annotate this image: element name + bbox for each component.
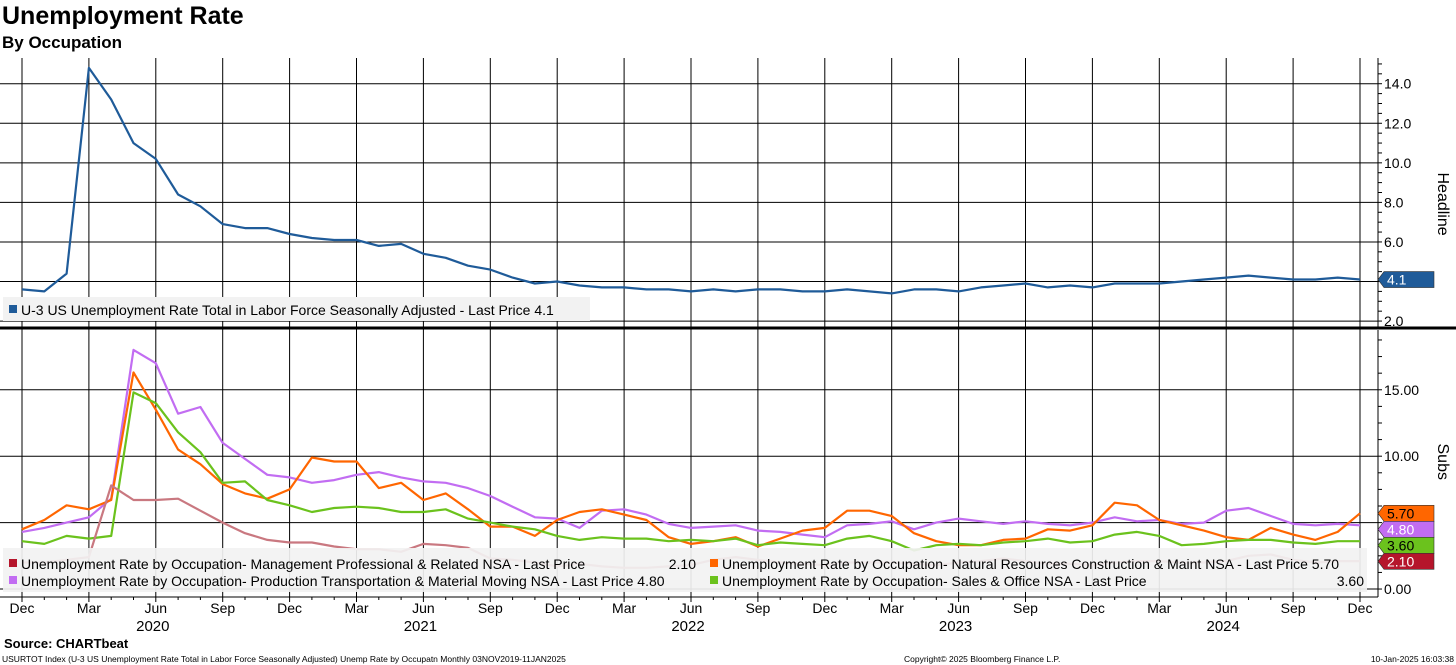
y-axis-title: Subs: [1434, 444, 1451, 480]
flag-shape: [1377, 521, 1435, 538]
x-tick-label: Sep: [745, 600, 770, 616]
flag-shape: [1377, 271, 1435, 288]
x-tick-label: Dec: [812, 600, 837, 616]
series-line-natres: [21, 371, 1361, 548]
x-tick-label: Dec: [277, 600, 302, 616]
footer-index-text: USURTOT Index (U-3 US Unemployment Rate …: [2, 654, 566, 664]
legend-label: Unemployment Rate by Occupation- Managem…: [21, 556, 585, 572]
legend-swatch: [710, 559, 718, 567]
flag-shape: [1377, 537, 1435, 554]
y-tick-label: 10.0: [1384, 155, 1411, 171]
y-tick-label: 6.0: [1384, 234, 1404, 250]
last-price-flag-production: 4.80: [1377, 521, 1435, 538]
x-tick-label: Dec: [545, 600, 570, 616]
flag-shape: [1377, 505, 1435, 522]
last-price-flag-mgmt: 2.10: [1377, 553, 1435, 570]
x-tick-label: Jun: [680, 600, 703, 616]
x-tick-label: Sep: [210, 600, 235, 616]
y-tick-label: 12.0: [1384, 115, 1411, 131]
legend-bg: [3, 297, 590, 321]
x-year-label: 2021: [404, 618, 437, 635]
panel-subs: 0.0010.0015.00Subs5.704.803.602.10Unempl…: [0, 330, 1451, 597]
series-line-headline: [21, 66, 1361, 295]
x-tick-label: Mar: [77, 600, 101, 616]
x-tick-label: Mar: [1147, 600, 1171, 616]
last-price-flag-natres: 5.70: [1377, 505, 1435, 522]
legend-value: 3.60: [1337, 573, 1364, 589]
legend-swatch: [710, 576, 718, 584]
chart-subtitle: By Occupation: [2, 33, 122, 52]
y-tick-label: 14.0: [1384, 76, 1411, 92]
y-tick-label: 15.00: [1384, 382, 1419, 398]
x-year-label: 2020: [136, 618, 169, 635]
x-tick-label: Mar: [612, 600, 636, 616]
x-tick-label: Dec: [1080, 600, 1105, 616]
x-tick-label: Dec: [10, 600, 35, 616]
chart-title: Unemployment Rate: [2, 2, 244, 30]
legend-value: 2.10: [669, 556, 696, 572]
legend-swatch: [9, 305, 17, 313]
flag-value: 4.1: [1387, 272, 1407, 288]
legend-subs: Unemployment Rate by Occupation- Managem…: [3, 548, 1367, 592]
y-tick-label: 8.0: [1384, 194, 1404, 210]
y-tick-label: 10.00: [1384, 448, 1419, 464]
footer-copyright: Copyright© 2025 Bloomberg Finance L.P.: [904, 654, 1061, 664]
legend-label: U-3 US Unemployment Rate Total in Labor …: [21, 302, 554, 318]
y-tick-label: 0.00: [1384, 581, 1411, 597]
flag-value: 5.70: [1387, 505, 1414, 521]
legend-bg: [3, 548, 1367, 592]
legend-headline: U-3 US Unemployment Rate Total in Labor …: [3, 297, 590, 321]
series-line-production: [21, 348, 1361, 539]
x-tick-label: Jun: [145, 600, 168, 616]
legend-swatch: [9, 576, 17, 584]
panel-headline: 2.0 6.0 8.0 10.0 12.0 14.0 Headline 4.1 U-3 US U…: [0, 58, 1451, 329]
legend-label: Unemployment Rate by Occupation- Sales &…: [722, 573, 1147, 589]
flag-value: 2.10: [1387, 553, 1414, 569]
x-year-label: 2023: [939, 618, 972, 635]
x-tick-label: Jun: [1215, 600, 1238, 616]
flag-shape: [1377, 553, 1435, 570]
legend-label: Unemployment Rate by Occupation- Natural…: [722, 556, 1339, 572]
last-price-flag-headline: 4.1: [1377, 271, 1435, 288]
x-tick-label: Sep: [1013, 600, 1038, 616]
footer-timestamp: 10-Jan-2025 16:03:38: [1370, 654, 1454, 664]
last-price-flag-sales: 3.60: [1377, 537, 1435, 554]
series-line-sales: [21, 391, 1360, 552]
flag-value: 4.80: [1387, 521, 1414, 537]
x-tick-label: Sep: [478, 600, 503, 616]
flag-value: 3.60: [1387, 537, 1414, 553]
x-year-label: 2022: [671, 618, 704, 635]
y-tick-label: 2.0: [1384, 313, 1404, 329]
x-tick-label: Jun: [947, 600, 970, 616]
x-tick-label: Jun: [412, 600, 435, 616]
x-year-label: 2024: [1207, 618, 1240, 635]
x-tick-label: Sep: [1281, 600, 1306, 616]
source-label: Source: CHARTbeat: [4, 636, 129, 651]
y-axis-title: Headline: [1434, 173, 1451, 236]
x-tick-label: Mar: [880, 600, 904, 616]
legend-label: Unemployment Rate by Occupation- Product…: [21, 573, 665, 589]
x-tick-label: Mar: [344, 600, 368, 616]
x-tick-label: Dec: [1348, 600, 1373, 616]
legend-swatch: [9, 559, 17, 567]
